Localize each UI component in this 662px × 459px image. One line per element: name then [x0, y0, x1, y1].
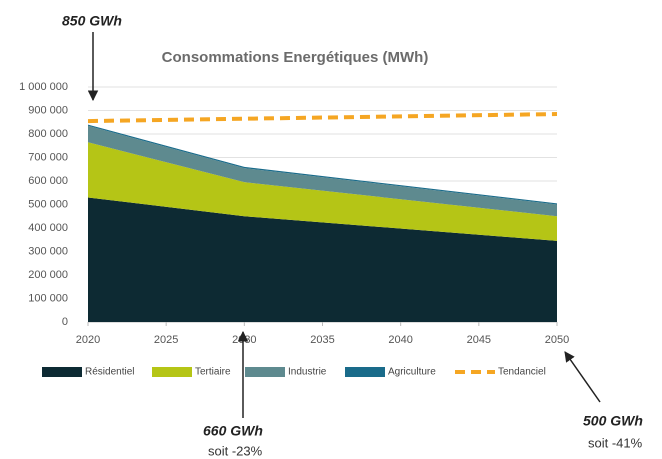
- trend-line: [87, 112, 558, 124]
- annotation-sub: soit -23%: [208, 443, 263, 458]
- x-tick-label: 2035: [310, 334, 334, 346]
- legend-swatch: [152, 367, 192, 377]
- legend-label: Résidentiel: [85, 367, 134, 378]
- annotation: 660 GWh: [203, 423, 263, 439]
- y-tick-label: 300 000: [28, 245, 68, 257]
- y-tick-label: 800 000: [28, 128, 68, 140]
- legend-label: Agriculture: [388, 367, 436, 378]
- x-tick-label: 2045: [467, 334, 491, 346]
- y-tick-label: 500 000: [28, 198, 68, 210]
- legend-swatch: [42, 367, 82, 377]
- legend-label: Industrie: [288, 367, 327, 378]
- x-tick-label: 2050: [545, 334, 569, 346]
- y-tick-label: 700 000: [28, 151, 68, 163]
- area: [88, 197, 557, 322]
- arrow: [564, 351, 601, 403]
- x-tick-label: 2025: [154, 334, 178, 346]
- x-tick-label: 2030: [232, 334, 256, 346]
- y-tick-label: 1 000 000: [19, 81, 68, 93]
- legend-label: Tertiaire: [195, 367, 231, 378]
- legend-swatch: [345, 367, 385, 377]
- y-tick-label: 100 000: [28, 292, 68, 304]
- annotation: 500 GWh: [583, 413, 643, 429]
- annotation-sub: soit -41%: [588, 435, 643, 450]
- legend-swatch: [245, 367, 285, 377]
- plot-area: 0 100 000 200 000 300 000 400 000 500 000 600 …: [19, 81, 569, 378]
- y-tick-label: 200 000: [28, 269, 68, 281]
- y-tick-label: 400 000: [28, 222, 68, 234]
- annotation: 850 GWh: [62, 13, 122, 29]
- area: [88, 142, 557, 241]
- area: [88, 125, 557, 217]
- y-tick-label: 900 000: [28, 104, 68, 116]
- x-tick-label: 2020: [76, 334, 100, 346]
- y-tick-label: 600 000: [28, 175, 68, 187]
- x-tick-label: 2040: [388, 334, 412, 346]
- chart-title: Consommations Energétiques (MWh): [162, 49, 429, 66]
- y-tick-label: 0: [62, 316, 68, 328]
- legend-label: Tendanciel: [498, 367, 546, 378]
